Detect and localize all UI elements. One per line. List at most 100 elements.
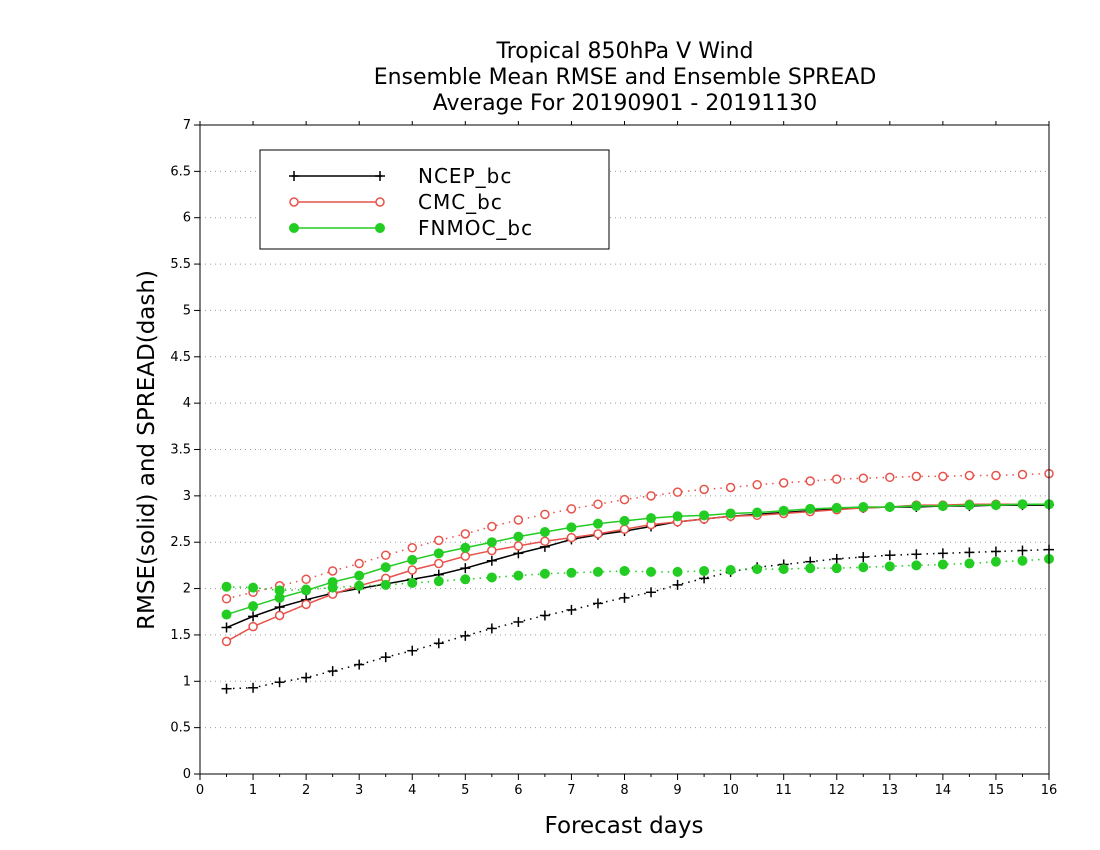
cmc-bc-spread-point	[752, 479, 762, 490]
cmc-bc-spread-point	[434, 535, 444, 546]
cmc-bc-rmse-point	[274, 610, 285, 621]
legend-marker	[289, 171, 299, 181]
cmc-bc-spread-line	[226, 472, 1050, 600]
fnmoc-bc-rmse-point	[301, 585, 312, 596]
legend-marker	[375, 171, 385, 181]
fnmoc-bc-spread-point	[964, 558, 975, 569]
fnmoc-bc-rmse-point	[646, 513, 657, 524]
cmc-bc-rmse-point	[248, 621, 258, 632]
fnmoc-bc-spread-point	[248, 582, 259, 593]
x-tick-label: 5	[461, 783, 469, 798]
x-tick-label: 2	[302, 783, 310, 798]
fnmoc-bc-rmse-point	[486, 537, 497, 548]
fnmoc-bc-rmse-point	[964, 500, 975, 511]
cmc-bc-spread-point	[540, 509, 550, 520]
fnmoc-bc-spread-point	[831, 563, 842, 574]
cmc-bc-spread-point	[646, 491, 656, 501]
y-tick-label: 5.5	[170, 257, 191, 272]
fnmoc-bc-spread-point	[937, 559, 948, 570]
title-line-2: Ensemble Mean RMSE and Ensemble SPREAD	[374, 65, 877, 90]
fnmoc-bc-rmse-point	[539, 527, 550, 538]
ncep-bc-spread-point	[1017, 545, 1028, 556]
legend-item-fnmoc-bc: FNMOC_bc	[289, 216, 532, 240]
fnmoc-bc-spread-point	[699, 565, 710, 576]
fnmoc-bc-spread-point	[911, 560, 922, 571]
series-fnmoc-bc	[221, 499, 1054, 620]
cmc-bc-rmse-point	[513, 541, 524, 551]
plot-series	[221, 468, 1054, 694]
fnmoc-bc-spread-point	[486, 572, 497, 583]
ncep-bc-spread-point	[911, 549, 922, 560]
legend-marker	[375, 223, 385, 233]
ncep-bc-spread-point	[301, 672, 312, 683]
fnmoc-bc-spread-point	[513, 570, 524, 581]
fnmoc-bc-spread-point	[778, 564, 789, 575]
x-tick-label: 6	[514, 783, 522, 798]
cmc-bc-rmse-line	[226, 503, 1049, 643]
fnmoc-bc-spread-point	[380, 579, 391, 590]
ncep-bc-spread-point	[486, 623, 497, 634]
fnmoc-bc-spread-point	[354, 580, 365, 591]
cmc-bc-rmse-point	[487, 545, 497, 556]
fnmoc-bc-rmse-line	[226, 503, 1049, 616]
fnmoc-bc-spread-point	[805, 563, 816, 574]
fnmoc-bc-spread-point	[539, 568, 550, 579]
x-tick-label: 0	[196, 783, 204, 798]
x-tick-label: 11	[775, 783, 792, 798]
fnmoc-bc-spread-point	[725, 565, 736, 576]
fnmoc-bc-rmse-point	[911, 501, 922, 512]
legend-marker	[289, 197, 299, 207]
cmc-bc-spread-point	[566, 504, 577, 514]
fnmoc-bc-spread-point	[646, 566, 657, 577]
cmc-bc-rmse-point	[593, 529, 603, 539]
fnmoc-bc-rmse-point	[380, 562, 391, 573]
y-axis-ticks: 0 0.5 1 1.5 2 2.5 3 3.5 4 4.5 5 5.5 6 6.5 7	[170, 118, 200, 782]
cmc-bc-spread-point	[725, 482, 736, 493]
cmc-bc-spread-point	[487, 521, 497, 532]
fnmoc-bc-rmse-point	[327, 577, 338, 588]
cmc-bc-spread-point	[354, 558, 364, 569]
x-tick-label: 9	[673, 783, 681, 798]
x-tick-label: 15	[988, 783, 1005, 798]
ncep-bc-spread-point	[990, 546, 1001, 557]
ncep-bc-rmse-point	[221, 622, 232, 633]
y-tick-label: 4	[183, 396, 191, 411]
fnmoc-bc-rmse-point	[990, 500, 1001, 511]
y-axis-label: RMSE(solid) and SPREAD(dash)	[134, 270, 160, 630]
ncep-bc-spread-point	[407, 645, 418, 656]
legend-marker	[289, 223, 299, 233]
cmc-bc-spread-point	[832, 474, 842, 484]
cmc-bc-spread-point	[619, 494, 630, 505]
ncep-bc-spread-point	[513, 616, 524, 627]
cmc-bc-spread-point	[778, 478, 789, 488]
fnmoc-bc-rmse-point	[248, 601, 259, 612]
cmc-bc-spread-point	[911, 471, 922, 482]
fnmoc-bc-spread-point	[752, 564, 763, 575]
cmc-bc-spread-point	[460, 529, 471, 539]
cmc-bc-spread-point	[327, 566, 338, 576]
cmc-bc-spread-point	[1017, 469, 1028, 480]
fnmoc-bc-spread-point	[407, 578, 418, 589]
fnmoc-bc-spread-point	[858, 562, 869, 573]
fnmoc-bc-spread-point	[619, 565, 630, 576]
x-tick-label: 1	[249, 783, 257, 798]
cmc-bc-rmse-point	[301, 599, 311, 610]
ncep-bc-spread-point	[646, 587, 657, 598]
fnmoc-bc-rmse-point	[407, 554, 418, 565]
cmc-bc-rmse-point	[460, 551, 471, 561]
ncep-bc-spread-point	[831, 553, 842, 564]
fnmoc-bc-spread-point	[884, 561, 895, 572]
fnmoc-bc-rmse-point	[725, 508, 736, 519]
ncep-bc-spread-point	[354, 659, 365, 670]
ncep-bc-spread-point	[539, 610, 550, 621]
fnmoc-bc-rmse-point	[778, 505, 789, 516]
legend-box	[259, 149, 610, 250]
cmc-bc-rmse-point	[540, 536, 550, 547]
x-tick-label: 13	[882, 783, 899, 798]
ncep-bc-spread-point	[592, 598, 603, 609]
fnmoc-bc-spread-point	[1017, 555, 1028, 566]
cmc-bc-spread-point	[380, 550, 391, 560]
y-tick-label: 6	[183, 211, 191, 226]
y-tick-label: 3.5	[170, 443, 191, 458]
ncep-bc-rmse-point	[460, 563, 471, 574]
